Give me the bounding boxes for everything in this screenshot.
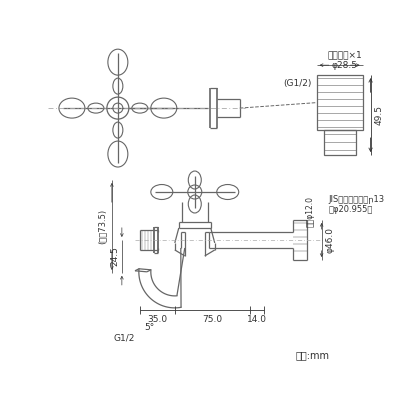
Text: 単位:mm: 単位:mm [296,350,330,360]
Text: 5°: 5° [145,323,155,332]
Text: 35.0: 35.0 [147,315,167,324]
Text: 24.5: 24.5 [110,246,119,266]
Text: (最大73.5): (最大73.5) [97,209,106,244]
Text: （φ20.955）: （φ20.955） [329,206,373,214]
Bar [317,75,362,130]
Bar [324,130,356,155]
Text: 49.5: 49.5 [374,105,383,125]
Text: 内径φ12.0: 内径φ12.0 [305,196,314,228]
Text: (G1/2): (G1/2) [283,79,312,88]
Text: G1/2: G1/2 [114,333,135,342]
Text: JIS給水栓取付ねր13: JIS給水栓取付ねր13 [329,196,385,204]
Text: φ28.5: φ28.5 [332,61,358,70]
Text: φ46.0: φ46.0 [325,227,334,253]
Text: ネジ口金×1: ネジ口金×1 [327,51,362,60]
Text: 75.0: 75.0 [202,315,222,324]
Text: 14.0: 14.0 [247,315,267,324]
